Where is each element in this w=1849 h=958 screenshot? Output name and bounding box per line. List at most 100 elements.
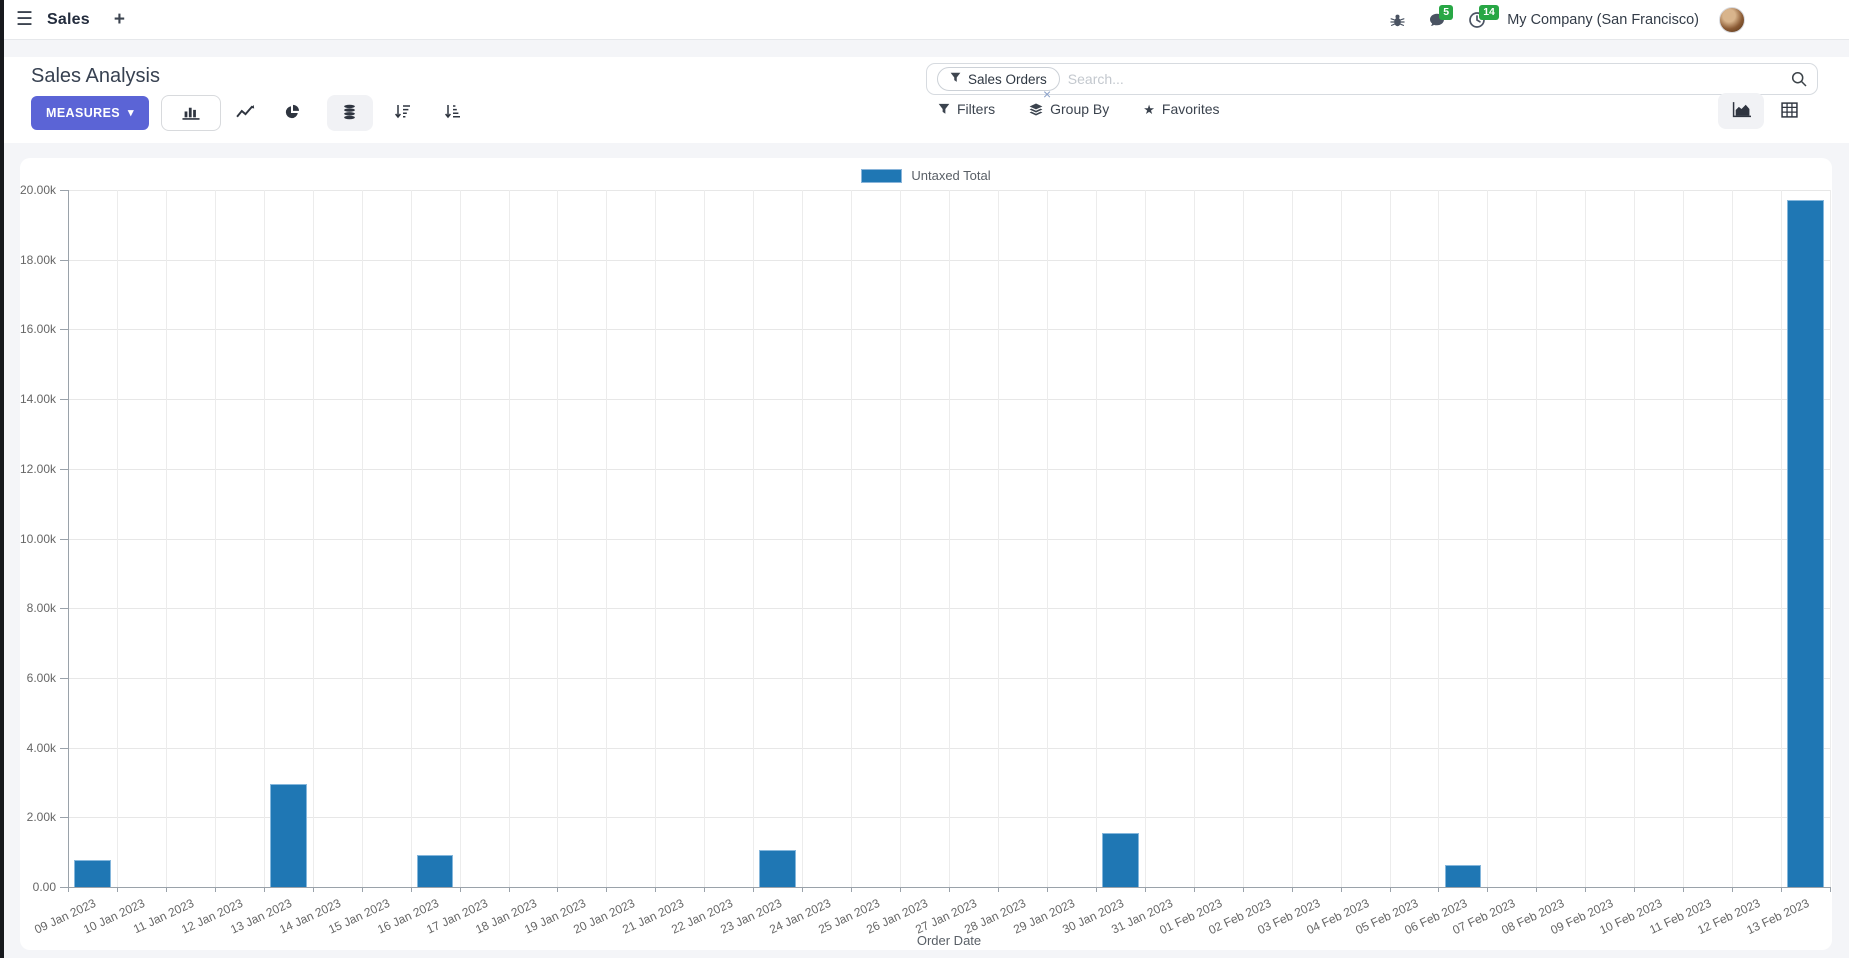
v-gridline [361, 190, 363, 887]
v-gridline [802, 190, 804, 887]
y-tick-mark [60, 190, 68, 191]
bug-icon[interactable] [1387, 11, 1407, 29]
y-tick-label: 2.00k [26, 810, 56, 825]
measures-button[interactable]: MEASURES ▾ [31, 96, 149, 130]
x-tick-mark [704, 887, 706, 892]
y-tick-label: 8.00k [26, 601, 56, 616]
v-gridline [1046, 190, 1048, 887]
x-tick-mark [508, 887, 510, 892]
x-tick-mark [655, 887, 657, 892]
v-gridline [1193, 190, 1195, 887]
activities-clock-icon[interactable]: 14 [1467, 5, 1499, 29]
v-gridline [1830, 190, 1831, 887]
avatar[interactable] [1719, 7, 1745, 33]
x-tick-mark [557, 887, 559, 892]
layers-icon [1029, 103, 1043, 116]
bar[interactable] [1787, 200, 1824, 887]
line-chart-icon [236, 104, 255, 122]
v-gridline [900, 190, 902, 887]
filter-funnel-icon [950, 70, 961, 88]
y-tick-mark [60, 259, 68, 261]
company-switcher[interactable]: My Company (San Francisco) [1507, 12, 1699, 28]
x-tick-mark [1634, 887, 1636, 892]
y-tick-label: 6.00k [26, 670, 56, 685]
v-gridline [1536, 190, 1538, 887]
v-gridline [1781, 190, 1783, 887]
bar-chart-button[interactable] [160, 95, 221, 131]
group-by-button[interactable]: Group By [1029, 101, 1109, 117]
x-tick-mark [459, 887, 461, 892]
y-tick-mark [60, 399, 68, 401]
legend-swatch [861, 168, 903, 183]
sort-ascending-button[interactable] [433, 95, 473, 131]
facet-label: Sales Orders [968, 71, 1047, 87]
search-input[interactable] [1067, 71, 1791, 87]
filter-icon [938, 103, 950, 115]
pie-chart-button[interactable] [271, 95, 313, 131]
y-tick-mark [60, 747, 68, 749]
bar[interactable] [269, 784, 307, 887]
v-gridline [1585, 190, 1587, 887]
x-tick-mark [1487, 887, 1489, 892]
x-tick-mark [361, 887, 363, 892]
y-tick-label: 0.00 [32, 880, 56, 894]
v-gridline [508, 190, 510, 887]
activities-badge: 14 [1479, 5, 1499, 21]
favorites-label: Favorites [1161, 101, 1220, 117]
facet-remove-icon[interactable]: × [1043, 86, 1052, 102]
x-tick-mark [312, 887, 314, 892]
x-tick-mark [1291, 887, 1293, 892]
x-tick-mark [900, 887, 902, 892]
group-by-label: Group By [1050, 101, 1110, 117]
x-tick-mark [802, 887, 804, 892]
favorites-button[interactable]: ★ Favorites [1143, 101, 1219, 117]
filters-button[interactable]: Filters [938, 101, 995, 117]
stacked-toggle-button[interactable] [326, 95, 373, 131]
v-gridline [557, 190, 559, 887]
x-tick-mark [1242, 887, 1244, 892]
systray: 5 14 My Company (San Francisco) [1387, 0, 1745, 40]
v-gridline [214, 190, 216, 887]
x-tick-mark [753, 887, 755, 892]
graph-view-button[interactable] [1718, 93, 1764, 129]
bar-chart-plot: 20.00k 18.00k 16.00k 14.00k 12.00k 10.00k 8.00… [20, 183, 1831, 948]
legend-label: Untaxed Total [911, 168, 991, 183]
bar[interactable] [1101, 832, 1139, 887]
v-gridline [1438, 190, 1440, 887]
search-icon[interactable] [1791, 71, 1807, 87]
line-chart-button[interactable] [225, 95, 267, 131]
v-gridline [606, 190, 608, 887]
x-tick-mark [1095, 887, 1097, 892]
bar[interactable] [416, 854, 454, 887]
search-bar[interactable]: Sales Orders × [926, 63, 1818, 101]
bar[interactable] [1444, 864, 1482, 887]
v-gridline [949, 190, 950, 887]
y-tick-mark [60, 887, 68, 888]
search-facet[interactable]: Sales Orders [937, 67, 1060, 91]
v-gridline [1634, 190, 1636, 887]
y-tick-label: 18.00k [19, 252, 56, 267]
x-tick-mark [116, 887, 118, 892]
legend[interactable]: Untaxed Total [20, 168, 1832, 183]
v-gridline [753, 190, 755, 887]
hamburger-menu-icon[interactable]: ☰ [16, 9, 34, 30]
messages-badge: 5 [1439, 5, 1454, 21]
x-tick-mark [1536, 887, 1538, 892]
measures-label: MEASURES [46, 106, 121, 120]
y-tick-label: 12.00k [19, 461, 56, 476]
plus-icon[interactable]: + [113, 9, 125, 30]
filters-label: Filters [957, 101, 996, 117]
sort-descending-button[interactable] [383, 95, 423, 131]
app-name[interactable]: Sales [47, 10, 90, 28]
y-tick-mark [60, 608, 68, 610]
page-title: Sales Analysis [31, 65, 160, 87]
bar[interactable] [759, 849, 797, 887]
x-tick-mark [1389, 887, 1391, 892]
bar[interactable] [74, 859, 111, 887]
v-gridline [410, 190, 412, 887]
x-axis-title: Order Date [916, 933, 982, 948]
y-tick-mark [60, 817, 68, 819]
pivot-view-button[interactable] [1766, 93, 1812, 129]
messages-icon[interactable]: 5 [1427, 5, 1454, 29]
v-gridline [1683, 190, 1685, 887]
